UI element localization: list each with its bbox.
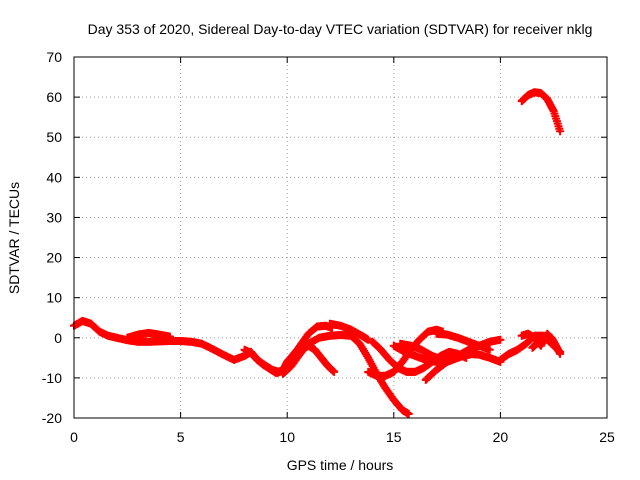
x-axis-label: GPS time / hours <box>287 457 394 473</box>
series-track-15 <box>528 331 562 354</box>
grid-lines <box>74 57 607 418</box>
x-tick-label: 25 <box>599 429 615 445</box>
series-track-2 <box>123 328 174 342</box>
y-tick-label: 70 <box>46 49 62 65</box>
data-point <box>485 345 494 354</box>
y-tick-label: 30 <box>46 209 62 225</box>
series-track-12 <box>432 329 494 354</box>
data-point <box>364 335 373 344</box>
x-tick-label: 0 <box>70 429 78 445</box>
data-point <box>330 367 339 376</box>
data-point <box>553 345 562 354</box>
y-tick-label: 10 <box>46 290 62 306</box>
y-tick-label: -10 <box>42 370 62 386</box>
x-tick-label: 20 <box>493 429 509 445</box>
data-point <box>404 409 413 418</box>
series-track-11 <box>421 335 505 384</box>
series-track-10 <box>396 339 467 364</box>
series-track-6 <box>325 319 373 344</box>
x-tick-label: 5 <box>177 429 185 445</box>
x-tick-label: 15 <box>386 429 402 445</box>
data-point <box>165 332 174 341</box>
plot-frame <box>73 56 608 419</box>
y-tick-label: -20 <box>42 410 62 426</box>
y-axis-label: SDTVAR / TECUs <box>6 182 22 294</box>
x-tick-label: 10 <box>279 429 295 445</box>
y-tick-label: 60 <box>46 89 62 105</box>
y-tick-label: 40 <box>46 169 62 185</box>
data-points <box>70 88 565 418</box>
y-tick-label: 50 <box>46 129 62 145</box>
series-track-16 <box>517 88 565 136</box>
data-point <box>496 335 505 344</box>
y-tick-label: 20 <box>46 250 62 266</box>
chart-title: Day 353 of 2020, Sidereal Day-to-day VTE… <box>88 21 593 37</box>
axis-ticks: 0 5 10 15 20 25 -20 -10 0 10 20 30 40 50 60 70 <box>42 49 615 445</box>
data-point <box>556 127 565 136</box>
data-point <box>556 349 565 358</box>
y-tick-label: 0 <box>54 330 62 346</box>
